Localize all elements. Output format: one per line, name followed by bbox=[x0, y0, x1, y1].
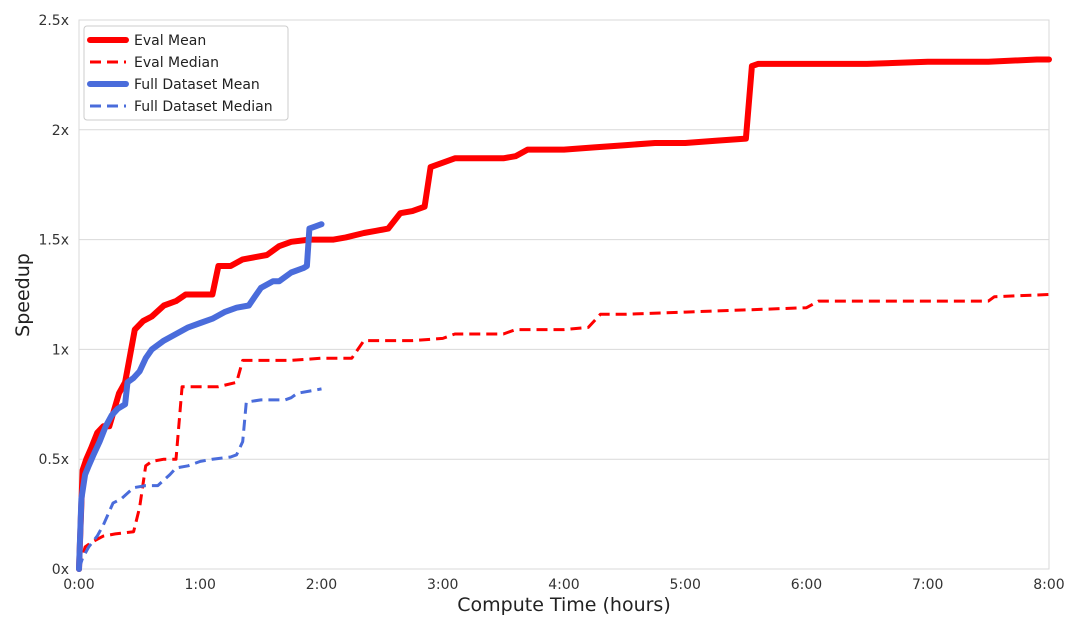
axes-layer bbox=[78, 19, 1050, 570]
x-tick-label: 1:00 bbox=[185, 577, 216, 593]
x-tick-label: 8:00 bbox=[1033, 577, 1064, 593]
legend-box bbox=[83, 25, 289, 121]
y-tick-label: 2x bbox=[52, 123, 69, 139]
y-tick-label: 0.5x bbox=[38, 452, 69, 468]
series-layer bbox=[76, 56, 1052, 572]
x-tick-label: 7:00 bbox=[912, 577, 943, 593]
series-line-full-dataset-median bbox=[77, 387, 322, 570]
legend-label-full-dataset-median: Full Dataset Median bbox=[134, 99, 273, 115]
x-tick-label: 6:00 bbox=[791, 577, 822, 593]
x-tick-label: 2:00 bbox=[306, 577, 337, 593]
y-tick-label: 0x bbox=[52, 562, 69, 578]
y-axis-title: Speedup bbox=[12, 253, 34, 337]
series-line-full-dataset-mean bbox=[76, 221, 325, 572]
series-line-eval-median bbox=[77, 293, 1050, 570]
legend-label-full-dataset-mean: Full Dataset Mean bbox=[134, 77, 260, 93]
legend-label-eval-median: Eval Median bbox=[134, 55, 219, 71]
x-tick-label: 3:00 bbox=[427, 577, 458, 593]
x-tick-label: 0:00 bbox=[63, 577, 94, 593]
plot-area-border bbox=[78, 19, 1050, 570]
x-tick-label: 4:00 bbox=[548, 577, 579, 593]
x-axis-title: Compute Time (hours) bbox=[457, 594, 670, 616]
series-line-eval-mean bbox=[76, 56, 1052, 572]
x-tick-label: 5:00 bbox=[670, 577, 701, 593]
legend-label-eval-mean: Eval Mean bbox=[134, 33, 206, 49]
y-tick-label: 2.5x bbox=[38, 13, 69, 29]
legend: Eval Mean Eval Median Full Dataset Mean Ful… bbox=[83, 25, 289, 121]
grid-layer bbox=[79, 129, 1049, 460]
y-tick-label: 1.5x bbox=[38, 233, 69, 249]
ticks-layer: 0x 0.5x 1x 1.5x 2x 2.5x 0:00 1:00 2:00 3:00 4:00 5:… bbox=[38, 13, 1064, 593]
y-tick-label: 1x bbox=[52, 342, 69, 358]
